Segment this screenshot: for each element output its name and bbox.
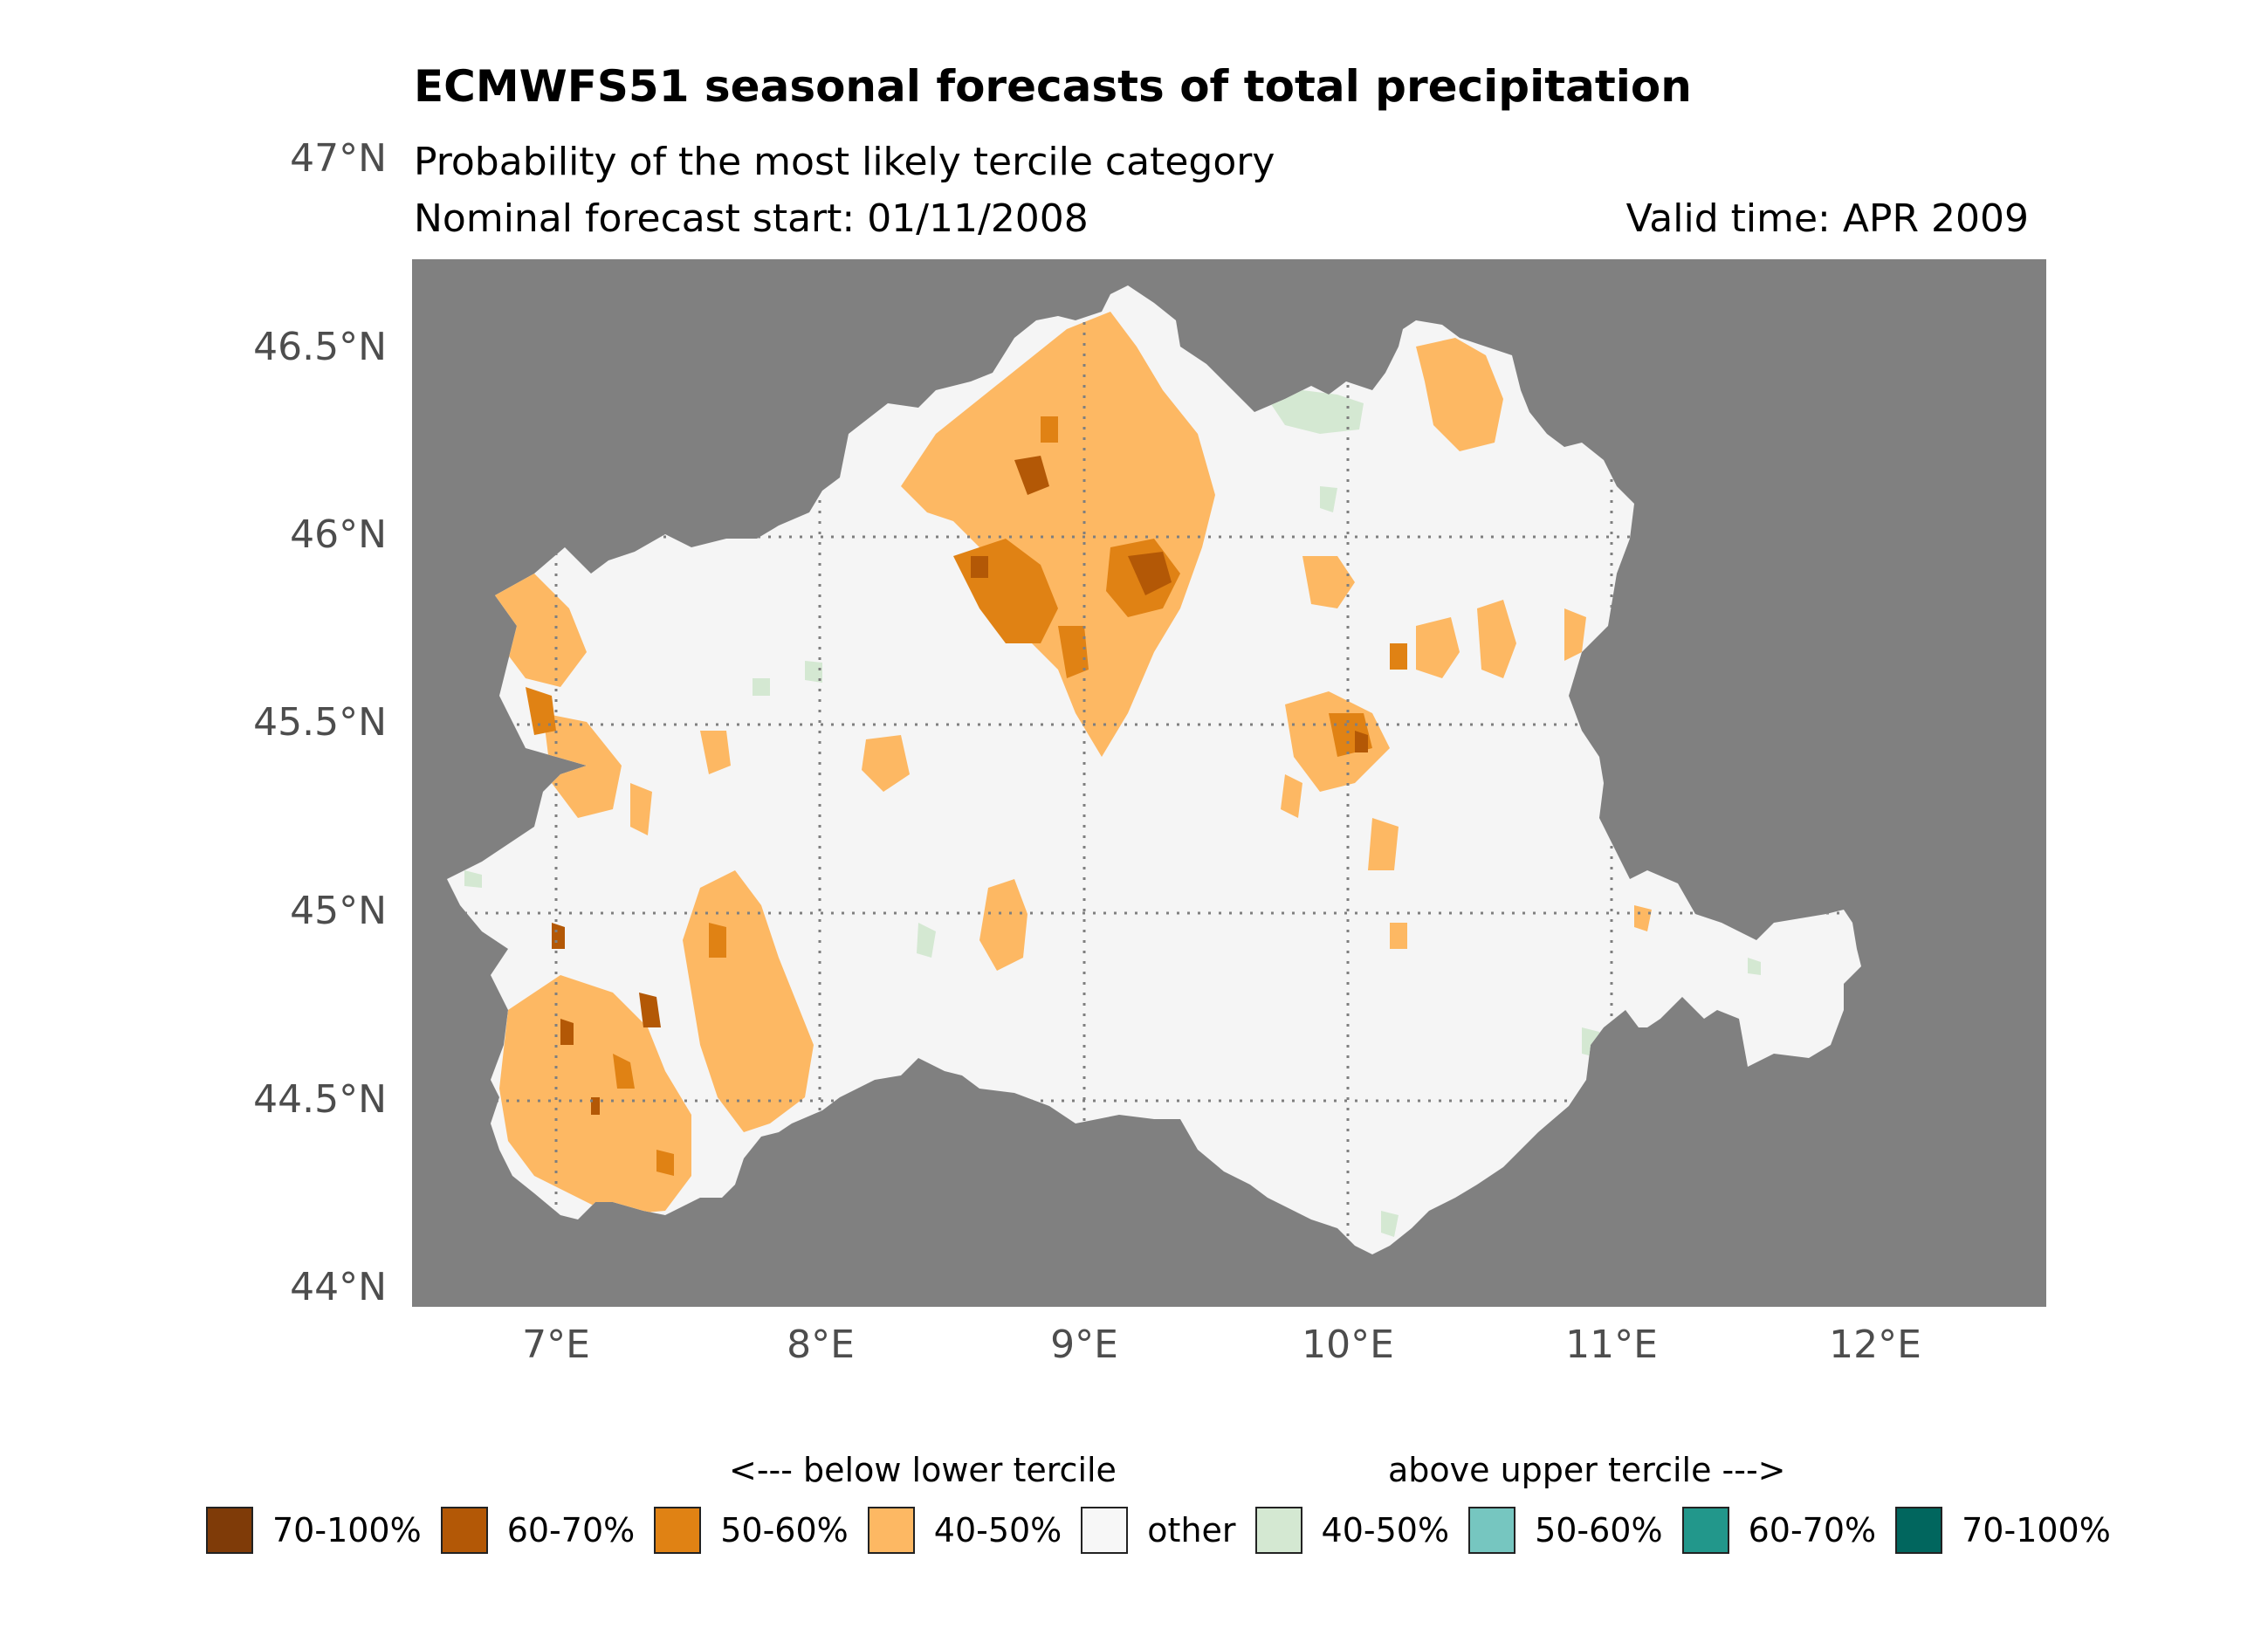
y-tick-label: 45.5°N [253, 700, 387, 745]
legend-swatch [206, 1507, 253, 1554]
legend: 70-100% 60-70% 50-60% 40-50% other 40-50… [206, 1507, 2130, 1554]
y-tick-label: 46°N [290, 512, 387, 557]
legend-swatch [1081, 1507, 1129, 1554]
legend-item-above-70-100: 70-100% [1895, 1507, 2111, 1554]
legend-item-below-50-60: 50-60% [654, 1507, 849, 1554]
legend-item-label: 50-60% [720, 1511, 849, 1549]
y-tick-label: 45°N [290, 889, 387, 933]
y-tick-label: 44°N [290, 1265, 387, 1309]
legend-swatch [654, 1507, 702, 1554]
legend-item-above-50-60: 50-60% [1468, 1507, 1663, 1554]
x-tick-label: 8°E [787, 1323, 855, 1367]
legend-above-label: above upper tercile ---> [1388, 1451, 1786, 1489]
y-tick-label: 46.5°N [253, 325, 387, 369]
legend-item-label: 40-50% [933, 1511, 1062, 1549]
legend-item-label: 50-60% [1535, 1511, 1663, 1549]
legend-swatch [1681, 1507, 1729, 1554]
legend-item-below-70-100: 70-100% [206, 1507, 422, 1554]
legend-item-below-60-70: 60-70% [440, 1507, 636, 1554]
legend-swatch [440, 1507, 488, 1554]
legend-below-label: <--- below lower tercile [729, 1451, 1117, 1489]
legend-item-label: 60-70% [506, 1511, 636, 1549]
x-tick-label: 7°E [522, 1323, 590, 1367]
x-tick-label: 10°E [1302, 1323, 1394, 1367]
legend-item-above-40-50: 40-50% [1254, 1507, 1450, 1554]
valid-time: Valid time: APR 2009 [1625, 196, 2029, 241]
x-tick-label: 12°E [1829, 1323, 1921, 1367]
legend-swatch [1895, 1507, 1943, 1554]
x-tick-label: 11°E [1565, 1323, 1658, 1367]
legend-swatch [867, 1507, 915, 1554]
map-subtitle: Probability of the most likely tercile c… [414, 140, 1275, 184]
legend-item-label: 60-70% [1748, 1511, 1877, 1549]
y-tick-label: 47°N [290, 136, 387, 181]
legend-swatch [1468, 1507, 1516, 1554]
probability-patches [464, 312, 1761, 1237]
legend-item-label: other [1147, 1511, 1236, 1549]
legend-swatch [1254, 1507, 1302, 1554]
x-tick-label: 9°E [1050, 1323, 1118, 1367]
legend-item-other: other [1081, 1507, 1236, 1554]
legend-item-label: 40-50% [1321, 1511, 1450, 1549]
map-title: ECMWFS51 seasonal forecasts of total pre… [414, 61, 1692, 112]
y-tick-label: 44.5°N [253, 1077, 387, 1122]
legend-item-above-60-70: 60-70% [1681, 1507, 1877, 1554]
forecast-start: Nominal forecast start: 01/11/2008 [414, 196, 1089, 241]
legend-item-label: 70-100% [1962, 1511, 2111, 1549]
legend-item-below-40-50: 40-50% [867, 1507, 1062, 1554]
forecast-map [412, 259, 2046, 1307]
legend-item-label: 70-100% [272, 1511, 422, 1549]
